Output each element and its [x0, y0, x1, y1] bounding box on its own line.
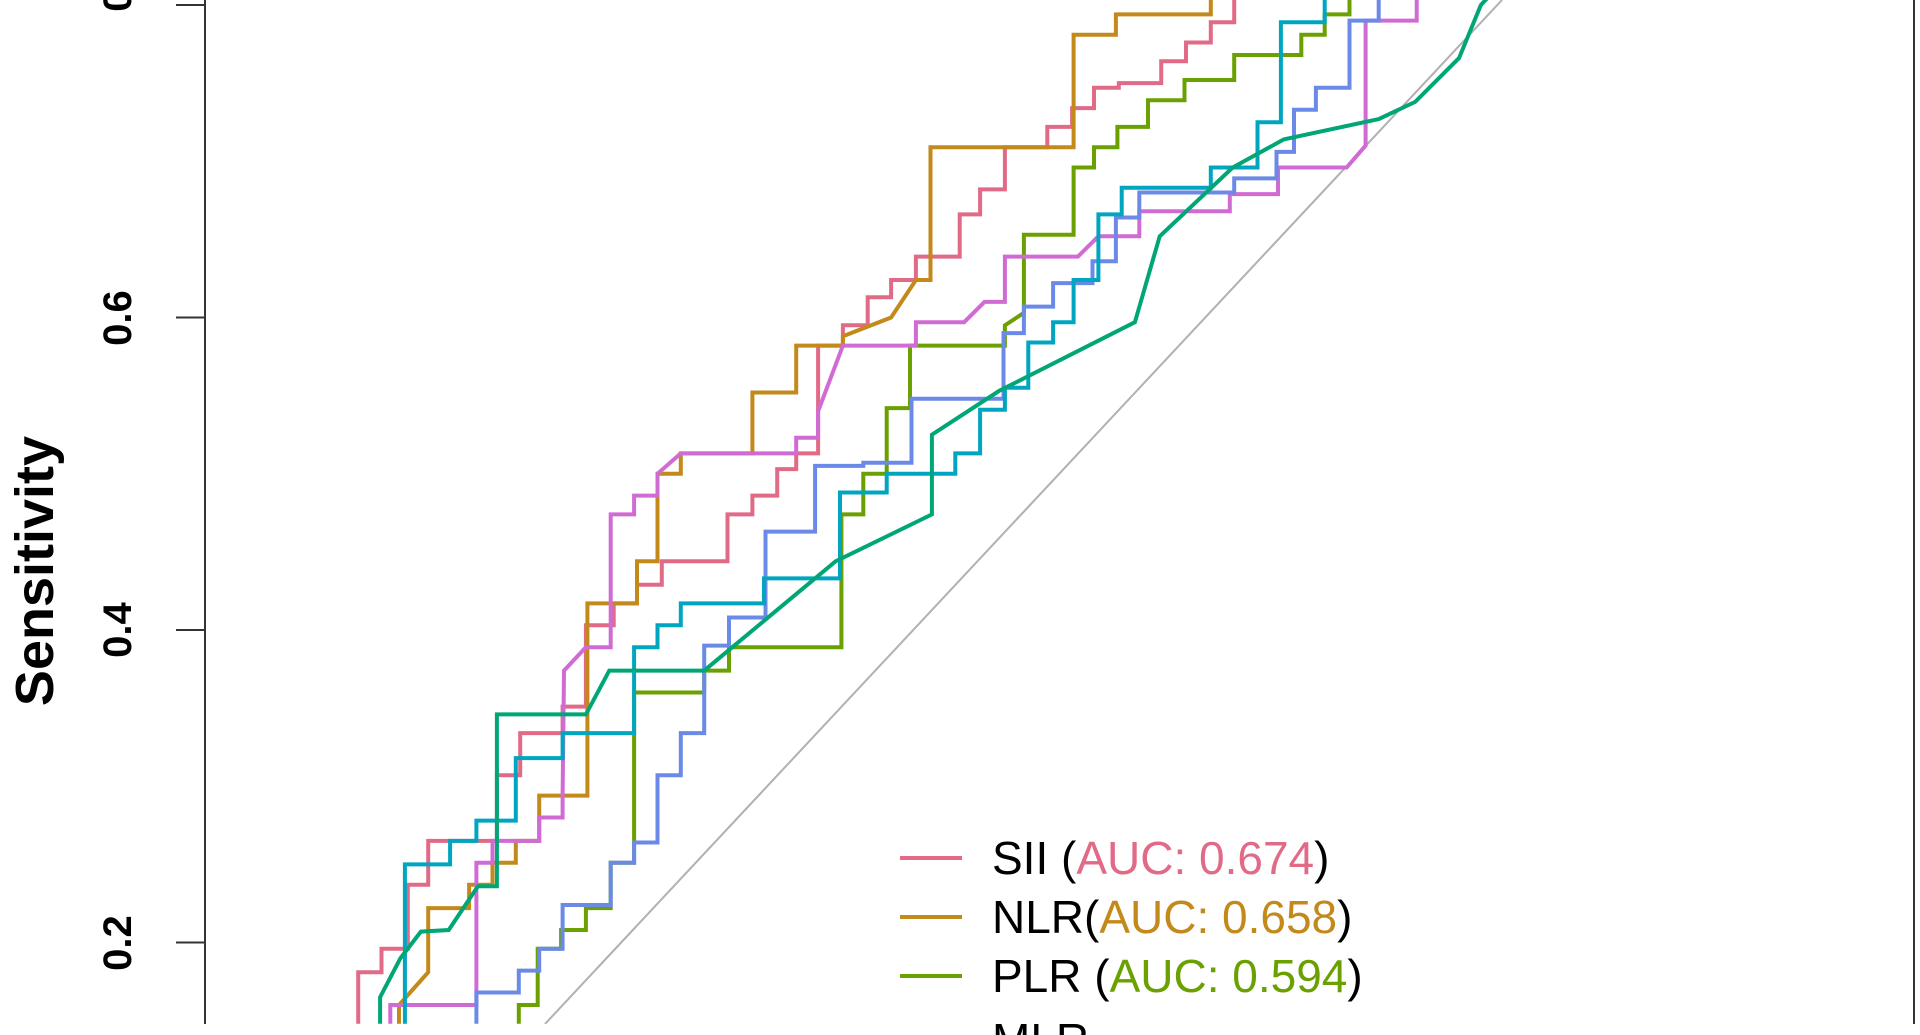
- roc-curve-plr: [516, 0, 1352, 1024]
- legend-item-mlr-partial: MLR: [900, 1005, 1363, 1035]
- legend-series-name: NLR(: [992, 890, 1100, 943]
- legend-series-name: SII (: [992, 831, 1077, 884]
- y-axis-ticks: [176, 4, 205, 944]
- legend-line-icon: [900, 855, 962, 860]
- legend-auc: AUC: 0.594: [1109, 949, 1348, 1002]
- roc-curve-teal: [378, 0, 1489, 1024]
- roc-curve-mlr: [388, 0, 1419, 1024]
- reference-diagonal: [544, 0, 1503, 1024]
- legend-item-nlr: NLR( AUC: 0.658 ): [900, 887, 1363, 946]
- legend-item-sii: SII ( AUC: 0.674 ): [900, 828, 1363, 887]
- y-tick-label: 0.4: [96, 602, 140, 658]
- legend-suffix: ): [1337, 890, 1353, 943]
- y-axis-label: Sensitivity: [5, 435, 65, 707]
- legend: SII ( AUC: 0.674 ) NLR( AUC: 0.658 ) PLR…: [900, 828, 1363, 1035]
- legend-series-name: MLR: [992, 1013, 1089, 1035]
- y-tick-label: 0.6: [96, 289, 140, 346]
- legend-line-icon: [900, 914, 962, 919]
- roc-curve-cyan: [402, 0, 1327, 1024]
- y-tick-label: 0.2: [96, 914, 140, 971]
- legend-item-plr: PLR ( AUC: 0.594 ): [900, 946, 1363, 1005]
- plot-frame: [204, 0, 1915, 1024]
- legend-suffix: ): [1347, 949, 1363, 1002]
- roc-curve-blue: [474, 0, 1381, 1024]
- legend-series-name: PLR (: [992, 949, 1110, 1002]
- legend-line-icon: [900, 973, 962, 978]
- legend-auc: AUC: 0.674: [1076, 831, 1315, 884]
- y-tick-label: 0.: [95, 0, 141, 43]
- legend-suffix: ): [1314, 831, 1330, 884]
- roc-curves: [356, 0, 1489, 1024]
- legend-line-icon: [900, 1005, 962, 1009]
- legend-auc: AUC: 0.658: [1099, 890, 1338, 943]
